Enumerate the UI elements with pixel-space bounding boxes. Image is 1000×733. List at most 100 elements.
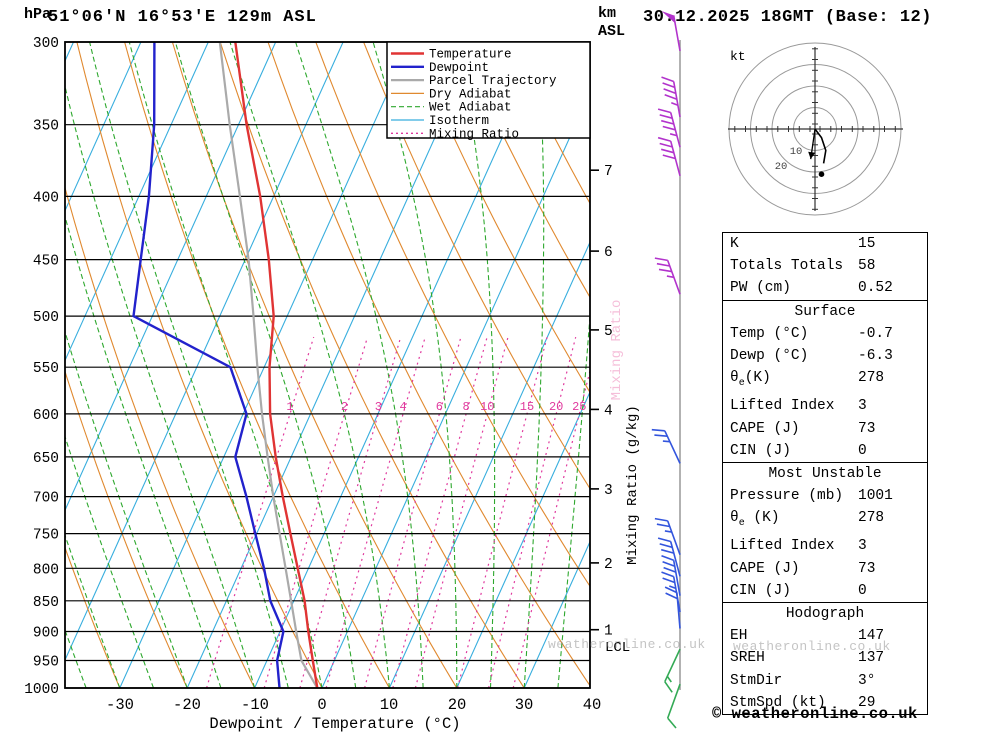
index-value: 3 [858,398,867,415]
index-label: CIN (J) [730,582,791,599]
svg-text:Mixing Ratio: Mixing Ratio [609,300,625,401]
svg-text:1000: 1000 [24,682,59,698]
svg-text:40: 40 [583,696,602,714]
altitude-axis-unit-km: km [598,5,617,22]
panel-section: Hodograph EH 147 SREH 137 StmDir 3° StmSpd (kt)… [723,602,927,714]
svg-text:5: 5 [604,324,613,340]
svg-text:2: 2 [341,400,348,414]
indices-panel: K 15 Totals Totals 58 PW (cm) 0.52 Surface Temp… [722,232,928,716]
index-label: PW (cm) [730,280,791,297]
index-row: Totals Totals 58 [723,255,927,277]
index-label: K [730,236,739,252]
index-label: Temp (°C) [730,325,809,342]
index-label: θe(K) [730,370,771,390]
index-value: 147 [858,628,885,645]
svg-text:800: 800 [33,562,59,578]
svg-text:600: 600 [33,408,59,424]
index-value: 137 [858,650,885,667]
index-label: StmSpd (kt) [730,694,826,711]
index-row: Temp (°C) -0.7 [723,323,927,345]
svg-text:25: 25 [572,400,586,414]
svg-text:-20: -20 [173,696,201,714]
index-label: StmDir [730,672,783,689]
svg-text:7: 7 [604,164,613,180]
index-row: θe(K) 278 [723,367,927,395]
svg-text:Isotherm: Isotherm [429,114,489,128]
pressure-axis-unit: hPa [24,6,52,23]
index-value: 0.52 [858,280,893,297]
panel-section: Surface Temp (°C) -0.7 Dewp (°C) -6.3 θe(K) 27… [723,299,927,462]
index-label: Lifted Index [730,538,835,555]
index-value: 0 [858,442,867,459]
svg-text:4: 4 [604,403,613,419]
svg-text:8: 8 [462,400,469,414]
svg-text:950: 950 [33,654,59,670]
svg-text:1: 1 [604,624,613,640]
svg-text:10: 10 [790,146,803,158]
panel-section: K 15 Totals Totals 58 PW (cm) 0.52 [723,233,927,300]
index-value: 278 [858,510,885,527]
panel-section-header: Most Unstable [768,465,882,482]
svg-text:-30: -30 [106,696,134,714]
svg-text:kt: kt [730,49,746,64]
svg-text:Mixing Ratio: Mixing Ratio [429,127,519,141]
index-row: K 15 [723,233,927,255]
station-title: 51°06'N 16°53'E 129m ASL [48,8,317,27]
svg-text:0: 0 [317,696,326,714]
svg-text:Temperature: Temperature [429,48,512,62]
svg-text:Parcel Trajectory: Parcel Trajectory [429,74,557,88]
index-value: 3 [858,538,867,555]
index-label: Dewp (°C) [730,348,809,365]
index-label: Lifted Index [730,398,835,415]
index-row: PW (cm) 0.52 [723,277,927,299]
index-value: -0.7 [858,325,893,342]
svg-text:Dewpoint / Temperature (°C): Dewpoint / Temperature (°C) [209,715,460,733]
panel-section: Most Unstable Pressure (mb) 1001 θe (K) 278 L… [723,461,927,602]
svg-text:700: 700 [33,491,59,507]
index-row: CAPE (J) 73 [723,418,927,440]
svg-text:15: 15 [520,400,534,414]
index-row: Pressure (mb) 1001 [723,485,927,507]
index-label: Pressure (mb) [730,488,844,505]
svg-text:Dry Adiabat: Dry Adiabat [429,87,512,101]
datetime-title: 30.12.2025 18GMT (Base: 12) [643,8,932,27]
index-value: 29 [858,694,876,711]
index-label: CIN (J) [730,442,791,459]
svg-text:750: 750 [33,528,59,544]
index-row: CIN (J) 0 [723,440,927,462]
index-value: 58 [858,258,876,275]
svg-text:30: 30 [515,696,534,714]
index-label: θe (K) [730,510,780,530]
svg-text:400: 400 [33,190,59,206]
svg-text:300: 300 [33,36,59,52]
index-label: SREH [730,650,765,667]
copyright-text: © weatheronline.co.uk [712,705,918,723]
panel-section-header: Surface [794,303,856,320]
svg-text:6: 6 [604,245,613,261]
index-value: -6.3 [858,348,893,365]
svg-text:2: 2 [604,557,613,573]
svg-text:20: 20 [549,400,563,414]
svg-text:4: 4 [399,400,406,414]
svg-text:3: 3 [375,400,382,414]
svg-text:-10: -10 [241,696,269,714]
index-row: Dewp (°C) -6.3 [723,345,927,367]
index-value: 73 [858,420,876,437]
svg-text:Mixing Ratio (g/kg): Mixing Ratio (g/kg) [625,405,641,565]
svg-text:500: 500 [33,310,59,326]
svg-text:550: 550 [33,361,59,377]
svg-text:20: 20 [448,696,467,714]
index-label: CAPE (J) [730,560,800,577]
index-row: StmSpd (kt) 29 [723,692,927,714]
index-row: StmDir 3° [723,670,927,692]
svg-text:10: 10 [380,696,399,714]
svg-text:Wet Adiabat: Wet Adiabat [429,101,512,115]
index-value: 73 [858,560,876,577]
svg-text:1: 1 [286,400,293,414]
index-value: 278 [858,370,885,387]
svg-text:10: 10 [480,400,494,414]
svg-text:6: 6 [436,400,443,414]
